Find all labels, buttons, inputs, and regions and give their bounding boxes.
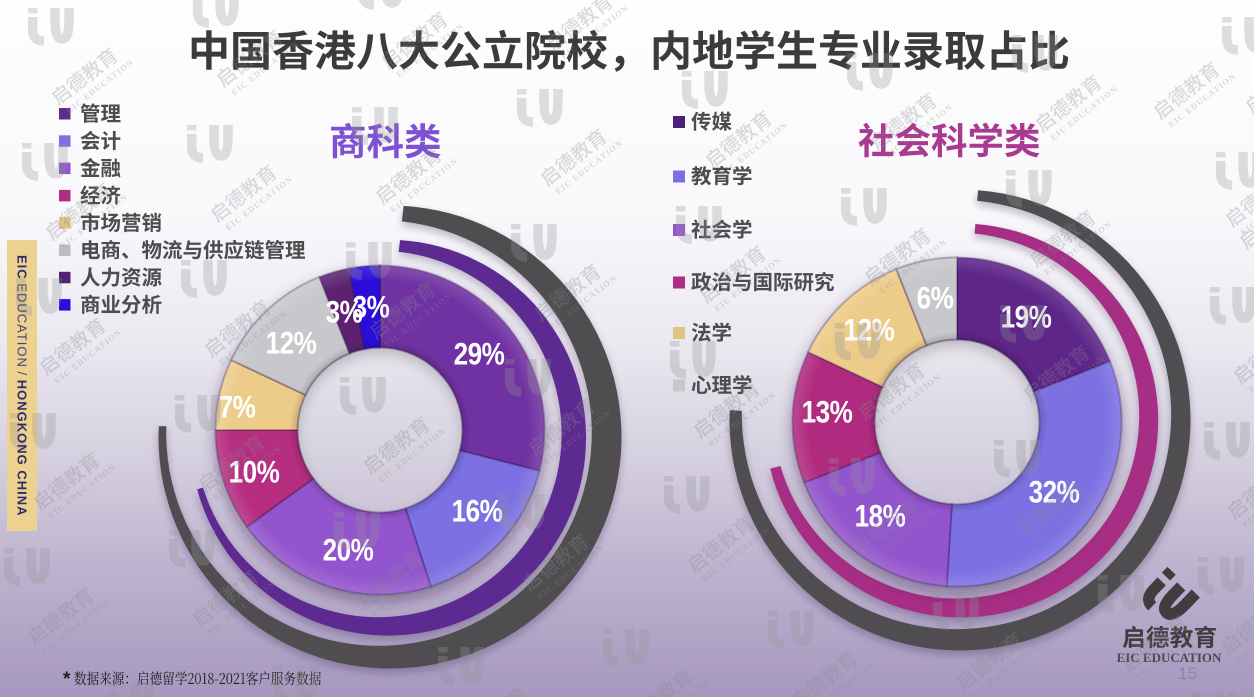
svg-text:6%: 6%: [917, 282, 954, 317]
svg-text:*: *: [63, 669, 71, 690]
svg-text:15: 15: [1178, 664, 1197, 683]
svg-text:13%: 13%: [802, 396, 853, 431]
svg-text:3%: 3%: [353, 291, 390, 326]
svg-text:29%: 29%: [454, 338, 505, 373]
svg-text:7%: 7%: [219, 391, 256, 426]
svg-text:12%: 12%: [266, 327, 317, 362]
svg-text:16%: 16%: [452, 495, 503, 530]
svg-text:3%: 3%: [326, 296, 363, 331]
svg-text:12%: 12%: [844, 314, 895, 349]
